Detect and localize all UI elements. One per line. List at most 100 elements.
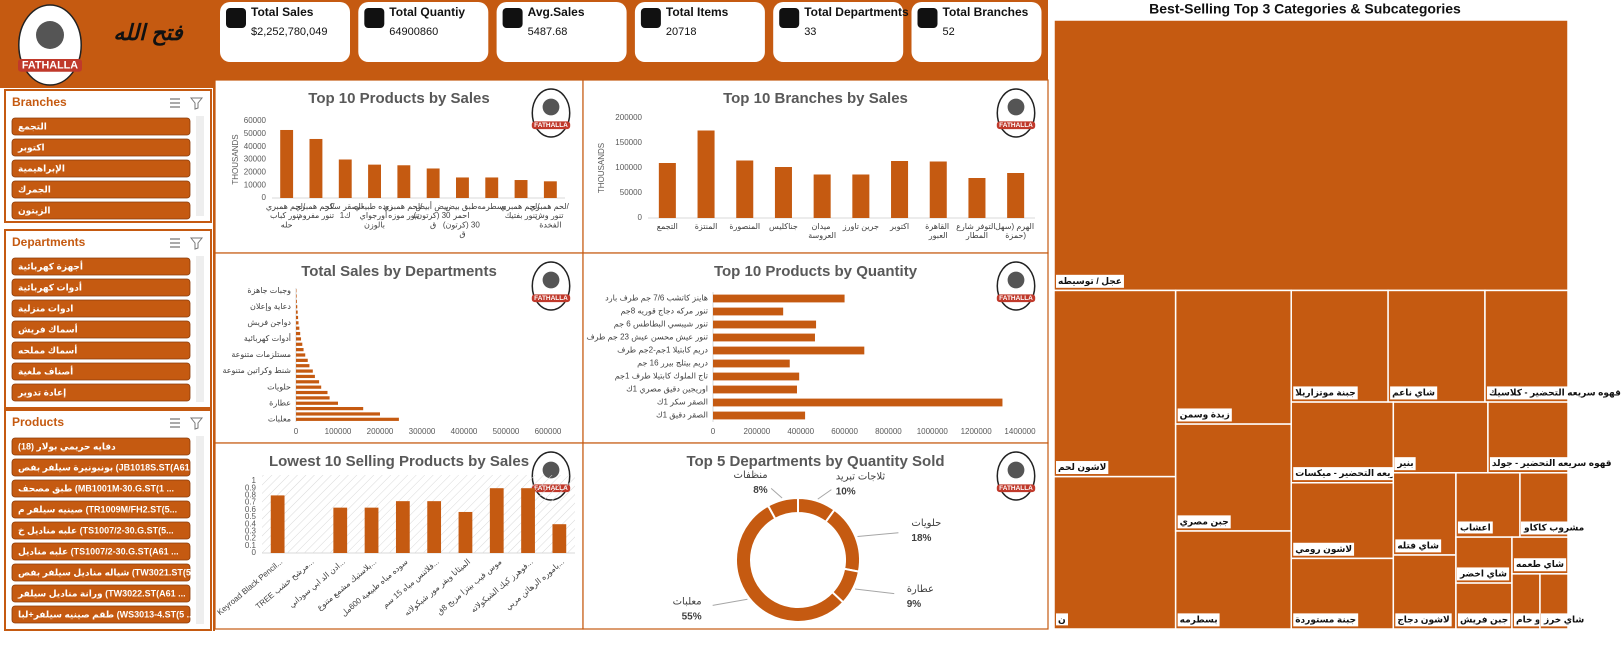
x-tick-label: 800000 xyxy=(875,427,902,436)
label-line: بالوزن xyxy=(364,221,385,230)
sidebar-divider xyxy=(213,0,215,631)
treemap-cell xyxy=(1484,289,1569,403)
slicer-item[interactable] xyxy=(11,138,191,157)
x-tick-label: جرين تاورز xyxy=(842,222,879,231)
y-tick-label: 0.4 xyxy=(245,519,257,528)
slicer-item-label: التجمع xyxy=(18,121,47,132)
label-line: تنور وش xyxy=(535,211,566,220)
slicer-item[interactable] xyxy=(11,563,191,582)
slicer-item[interactable] xyxy=(11,500,191,519)
slicer-item-label: إعادة تدوير xyxy=(17,387,66,398)
bar xyxy=(296,401,338,405)
treemap-label: بسطرمه xyxy=(1180,614,1218,625)
treemap-label-bg xyxy=(1395,539,1442,553)
logo-text: FATHALLA xyxy=(534,295,568,302)
bar xyxy=(364,507,379,553)
slicer-title: Departments xyxy=(12,235,86,249)
slicer-item[interactable] xyxy=(11,479,191,498)
leader-line xyxy=(817,489,832,500)
multi-select-icon xyxy=(170,238,180,248)
bar xyxy=(280,129,294,198)
treemap-label: لاشون رومي xyxy=(1295,544,1352,555)
logo-figure xyxy=(542,461,560,479)
slicer-item[interactable] xyxy=(11,383,191,402)
label-line: ميدان xyxy=(812,222,833,231)
chart-title: Lowest 10 Selling Products by Sales xyxy=(269,453,529,470)
leader-line xyxy=(712,598,748,606)
slicer-item[interactable] xyxy=(11,180,191,199)
slicer-item[interactable] xyxy=(11,201,191,220)
treemap-label-bg xyxy=(1056,461,1109,475)
label-line: لحم همبري/ xyxy=(383,202,425,211)
x-tick-label: المنتزة xyxy=(695,222,718,231)
clear-filter-icon xyxy=(189,417,204,430)
bar xyxy=(713,372,800,381)
x-tick-label: 400000 xyxy=(787,427,814,436)
treemap-label-bg xyxy=(1056,274,1124,288)
slicer-item[interactable] xyxy=(11,299,191,318)
slicer-item[interactable] xyxy=(11,117,191,136)
slicer-frame xyxy=(4,229,212,409)
x-tick-label: 300000 xyxy=(409,427,436,436)
slicer-item[interactable] xyxy=(11,362,191,381)
x-tick-label: الهرم (سهل حمزة) xyxy=(995,222,1036,240)
bar xyxy=(296,364,310,368)
slicer-item[interactable] xyxy=(11,341,191,360)
bar xyxy=(296,358,308,362)
x-tick-label: 400000 xyxy=(451,427,478,436)
treemap-cell xyxy=(1174,530,1292,630)
y-tick-label: دواجن فريش xyxy=(247,318,291,327)
y-tick-label: دريم بيتلج بيرر 16 جم xyxy=(637,359,708,368)
label-line: 1ك xyxy=(340,211,351,220)
treemap-label-bg xyxy=(1395,613,1452,627)
slicer-item-label: أصناف ملغية xyxy=(18,365,73,376)
label-line: احمر xyxy=(452,211,471,220)
kpi-card xyxy=(911,2,1042,62)
treemap-label: شاي خرز xyxy=(1543,614,1584,625)
y-tick-label: 1 xyxy=(252,476,257,485)
slicer-item[interactable] xyxy=(11,257,191,276)
slicer-item-label: اكتوبر xyxy=(17,142,45,153)
label-line: طبق بيض xyxy=(445,202,479,211)
slicer-item-label: أسماك مملحه xyxy=(18,344,77,355)
slicer-item[interactable] xyxy=(11,278,191,297)
bar xyxy=(426,168,440,198)
bar xyxy=(270,495,285,553)
treemap-label: شاي طعمه xyxy=(1516,559,1564,570)
slicer-item[interactable] xyxy=(11,437,191,456)
slicer-item[interactable] xyxy=(11,542,191,561)
bar xyxy=(697,130,715,218)
slicer-item[interactable] xyxy=(11,521,191,540)
logo-figure xyxy=(1007,461,1025,479)
treemap-label: جبنة موتزاريلا xyxy=(1295,387,1355,398)
slicer-item[interactable] xyxy=(11,320,191,339)
bar xyxy=(296,326,300,330)
bar xyxy=(713,411,806,420)
scrollbar xyxy=(196,116,204,216)
label-line: المنصورة xyxy=(729,222,760,231)
slicer-item[interactable] xyxy=(11,584,191,603)
label-line: زبده طبيعي xyxy=(354,202,395,211)
slicer-item[interactable] xyxy=(11,458,191,477)
y-tick-label: 100000 xyxy=(615,163,642,172)
bar xyxy=(514,180,528,198)
treemap-label: جبن مصري xyxy=(1180,516,1229,527)
bar xyxy=(713,359,790,368)
chart-title: Top 10 Products by Quantity xyxy=(714,263,918,280)
label-line: بسطرمه xyxy=(477,202,506,211)
slicer-item[interactable] xyxy=(11,159,191,178)
logo-figure xyxy=(1007,98,1025,116)
bar xyxy=(713,294,845,303)
x-tick-label: اكتوبر xyxy=(889,222,909,231)
slicer-item[interactable] xyxy=(11,605,191,624)
bar xyxy=(309,138,323,198)
bar xyxy=(296,396,330,400)
treemap-label-bg xyxy=(1489,457,1614,471)
kpi-card xyxy=(358,2,489,62)
y-tick-label: 50000 xyxy=(620,188,643,197)
scrollbar xyxy=(196,256,204,402)
x-tick-label: لحم همبري/ تنور مفروم xyxy=(295,202,337,220)
bar xyxy=(296,406,364,411)
y-tick-label: 0.5 xyxy=(245,512,257,521)
